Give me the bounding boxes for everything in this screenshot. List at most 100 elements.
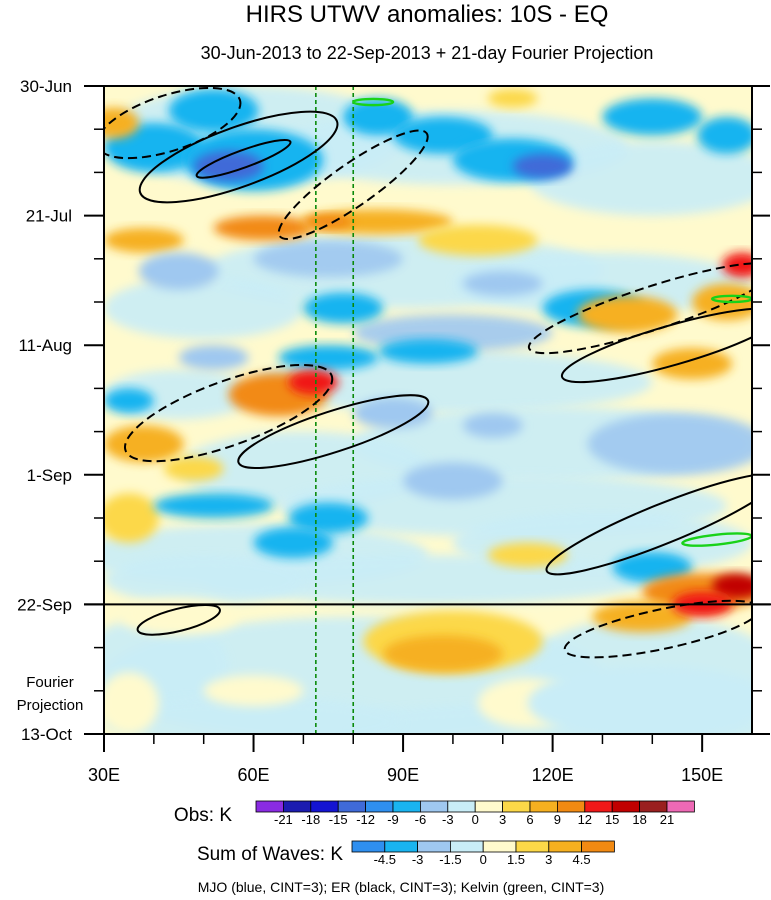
anomaly-field	[104, 89, 752, 734]
x-tick-label-3: 120E	[532, 765, 574, 785]
projection-label-line1: Fourier	[26, 674, 74, 691]
er-contour-1	[138, 110, 339, 204]
obs-legend-swatch-9	[502, 800, 531, 813]
anomaly-blob-3	[193, 150, 264, 182]
obs-legend-swatch-2	[310, 800, 339, 813]
anomaly-blob-44	[592, 601, 693, 633]
obs-legend-level-2: -15	[329, 812, 348, 827]
er-contour-6	[123, 363, 334, 463]
y-tick-label-0: 30-Jun	[20, 77, 72, 96]
obs-legend-level-5: -6	[415, 812, 427, 827]
anomaly-blob-40	[403, 462, 503, 500]
anomaly-blob-46	[118, 598, 239, 636]
anomaly-blob-10	[104, 107, 139, 139]
obs-legend-label: Obs: K	[174, 805, 232, 826]
waves-legend-swatch-5	[515, 840, 550, 853]
y-tick-label-5: 13-Oct	[21, 725, 72, 744]
anomaly-blob-32	[462, 413, 523, 438]
waves-legend-level-6: 4.5	[573, 852, 591, 867]
plot-area	[104, 86, 752, 734]
anomaly-blob-33	[104, 425, 184, 463]
er-contour-8	[545, 473, 752, 576]
obs-legend-swatch-1	[282, 800, 312, 813]
anomaly-blob-36	[153, 493, 274, 518]
obs-legend-swatch-3	[337, 800, 367, 813]
obs-legend-level-0: -21	[274, 812, 293, 827]
anomaly-blob-51	[527, 666, 752, 734]
anomaly-blob-35	[104, 493, 159, 543]
plot-frame	[103, 85, 753, 735]
er-contour-2	[195, 138, 292, 179]
x-tick-label-0: 30E	[88, 765, 120, 785]
anomaly-blob-47	[104, 672, 159, 734]
anomaly-blob-39	[612, 551, 693, 583]
y-tick-label-1: 21-Jul	[26, 207, 72, 226]
waves-legend: Sum of Waves: K -4.5 -3 -1.5 0 1.5 3 4.5	[197, 840, 615, 867]
waves-legend-swatch-6	[548, 840, 582, 853]
kelvin-contour-11	[352, 97, 395, 107]
obs-legend-swatch-6	[419, 800, 449, 813]
anomaly-blob-50	[383, 635, 503, 673]
obs-legend-level-12: 15	[605, 812, 619, 827]
obs-legend-level-9: 6	[526, 812, 533, 827]
er-contour-9	[136, 603, 221, 636]
obs-legend-level-11: 12	[578, 812, 592, 827]
wave-contours	[104, 86, 752, 659]
waves-legend-level-4: 1.5	[507, 852, 525, 867]
anomaly-blob-21	[722, 252, 752, 278]
texture-patch-5	[104, 277, 304, 340]
waves-legend-level-1: -3	[412, 852, 424, 867]
obs-legend-level-1: -18	[301, 812, 320, 827]
obs-legend-level-10: 9	[554, 812, 561, 827]
anomaly-blob-31	[353, 397, 433, 429]
anomaly-blob-24	[278, 345, 379, 370]
projection-label-line2: Projection	[17, 697, 84, 714]
anomaly-blob-22	[577, 295, 678, 333]
waves-legend-level-5: 3	[545, 852, 552, 867]
anomaly-blob-29	[288, 369, 339, 395]
anomaly-blob-41	[487, 542, 568, 568]
er-contour-3	[277, 129, 429, 241]
x-tick-label-4: 150E	[681, 765, 723, 785]
obs-legend-swatch-7	[447, 800, 476, 813]
obs-legend-level-4: -9	[387, 812, 399, 827]
obs-legend-level-14: 21	[660, 812, 674, 827]
anomaly-blob-9	[697, 116, 752, 154]
x-tick-label-2: 90E	[387, 765, 419, 785]
anomaly-blob-12	[213, 215, 314, 241]
y-tick-label-4: 22-Sep	[17, 595, 72, 614]
y-tick-label-2: 11-Aug	[18, 336, 72, 355]
anomaly-blob-26	[178, 345, 249, 370]
anomaly-blob-14	[303, 214, 354, 230]
waves-legend-swatch-2	[417, 840, 451, 853]
anomaly-blob-8	[602, 98, 703, 136]
obs-legend: Obs: K -21 -18 -15 -12 -9 -6 -3 0 3 6 9 12 15 18 21	[174, 800, 695, 827]
obs-legend-swatch-0	[255, 800, 284, 813]
axes: 30-Jun 21-Jul 11-Aug 1-Sep 22-Sep 13-Oct 30E 60…	[17, 77, 770, 785]
anomaly-blob-11	[487, 89, 538, 108]
waves-legend-swatch-3	[449, 840, 484, 853]
anomaly-blob-34	[163, 456, 224, 481]
texture-patch-2	[527, 141, 752, 216]
obs-legend-level-3: -12	[356, 812, 375, 827]
anomaly-blob-16	[104, 227, 184, 253]
waves-legend-label: Sum of Waves: K	[197, 844, 343, 865]
chart-title: HIRS UTWV anomalies: 10S - EQ	[246, 1, 609, 28]
anomaly-blob-1	[104, 123, 204, 173]
anomaly-blob-38	[253, 527, 334, 559]
texture-patch-20	[587, 413, 752, 475]
waves-legend-level-2: -1.5	[439, 852, 461, 867]
anomaly-blob-52	[203, 675, 304, 707]
obs-legend-level-13: 18	[632, 812, 646, 827]
anomaly-blob-5	[393, 116, 493, 154]
anomaly-blob-4	[343, 98, 414, 136]
obs-legend-swatch-10	[529, 800, 558, 813]
y-tick-label-3: 1-Sep	[27, 466, 72, 485]
obs-legend-swatch-5	[392, 800, 421, 813]
obs-legend-swatch-15	[666, 800, 695, 813]
waves-legend-level-3: 0	[480, 852, 487, 867]
texture-patch-4	[452, 252, 752, 315]
obs-legend-swatch-8	[474, 800, 504, 813]
anomaly-blob-0	[168, 89, 259, 133]
